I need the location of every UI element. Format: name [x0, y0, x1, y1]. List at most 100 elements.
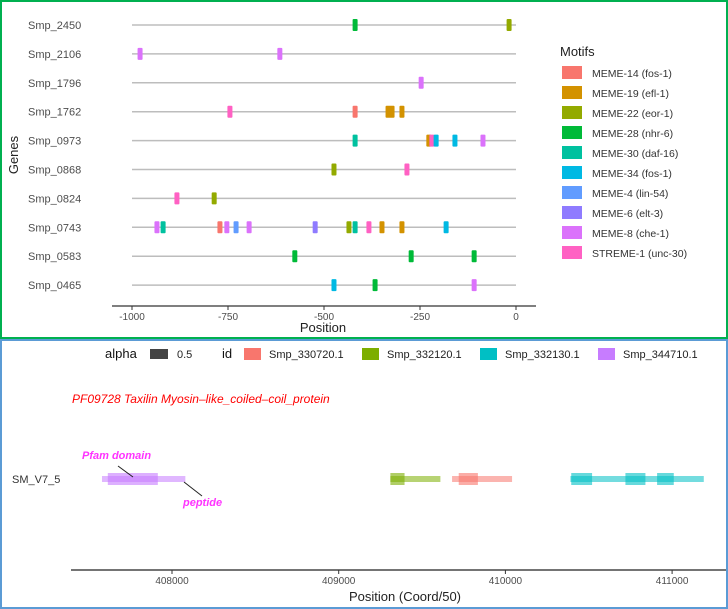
gene-label: Smp_0868 — [28, 165, 81, 177]
legend-swatch — [562, 126, 582, 139]
legend-title: Motifs — [560, 44, 595, 59]
motif-mark — [346, 221, 352, 234]
gene-label: Smp_0583 — [28, 251, 81, 263]
motif-mark — [372, 279, 378, 292]
gene-label: Smp_1762 — [28, 107, 81, 119]
y-axis-title: Genes — [6, 135, 21, 174]
gene-label: Smp_0743 — [28, 222, 81, 234]
x-axis-title: Position (Coord/50) — [349, 589, 461, 604]
track-label: SM_V7_5 — [12, 474, 60, 486]
motif-mark — [160, 221, 166, 234]
x-tick-label: -750 — [218, 312, 238, 323]
alpha-legend-swatch — [150, 349, 168, 359]
pfam-domain-label: Pfam domain — [82, 450, 151, 462]
id-legend-label: Smp_330720.1 — [269, 349, 344, 361]
motif-mark — [352, 105, 358, 118]
motif-mark — [224, 221, 230, 234]
motif-mark — [174, 192, 180, 205]
legend-swatch — [562, 226, 582, 239]
gene-span — [452, 476, 513, 482]
pfam-domain — [625, 473, 646, 485]
legend-label: MEME-6 (elt-3) — [592, 208, 663, 220]
bottom-panel-border — [0, 339, 728, 609]
legend-swatch — [562, 246, 582, 259]
motif-mark — [233, 221, 239, 234]
legend-swatch — [562, 106, 582, 119]
chart-title: PF09728 Taxilin Myosin–like_coiled–coil_… — [72, 392, 330, 406]
gene-label: Smp_0824 — [28, 193, 81, 205]
id-legend-swatch — [598, 348, 615, 360]
pfam-domain — [390, 473, 405, 485]
motif-mark — [312, 221, 318, 234]
x-tick-label: 409000 — [322, 576, 356, 587]
motif-mark — [433, 134, 439, 147]
motif-mark — [217, 221, 223, 234]
motif-mark — [331, 279, 337, 292]
id-legend-label: Smp_344710.1 — [623, 349, 698, 361]
legend-swatch — [562, 66, 582, 79]
motif-mark — [418, 76, 424, 89]
motif-mark — [443, 221, 449, 234]
pfam-domain — [571, 473, 593, 485]
legend-swatch — [562, 166, 582, 179]
x-tick-label: 411000 — [656, 576, 689, 587]
legend-label: MEME-8 (che-1) — [592, 228, 669, 240]
legend-label: MEME-14 (fos-1) — [592, 68, 672, 80]
pfam-domain — [107, 473, 158, 485]
motif-mark — [292, 250, 298, 263]
gene-label: Smp_2106 — [28, 49, 81, 61]
legend-swatch — [562, 206, 582, 219]
motif-mark — [429, 134, 435, 147]
legend-label: STREME-1 (unc-30) — [592, 248, 687, 260]
motif-mark — [385, 105, 395, 118]
annotation-leader — [183, 481, 203, 497]
legend-label: MEME-28 (nhr-6) — [592, 128, 673, 140]
x-axis-title: Position — [300, 320, 346, 335]
id-legend-swatch — [362, 348, 379, 360]
legend-swatch — [562, 186, 582, 199]
legend-label: MEME-19 (efl-1) — [592, 88, 669, 100]
gene-span — [390, 476, 441, 482]
x-tick-label: -250 — [410, 312, 430, 323]
peptide-label: peptide — [182, 497, 222, 509]
motif-mark — [227, 105, 233, 118]
legend-label: MEME-22 (eor-1) — [592, 108, 673, 120]
motif-mark — [399, 105, 405, 118]
id-legend-swatch — [244, 348, 261, 360]
id-legend-swatch — [480, 348, 497, 360]
motif-mark — [404, 163, 410, 176]
id-legend-title: id — [222, 346, 232, 361]
legend-swatch — [562, 146, 582, 159]
motif-mark — [331, 163, 337, 176]
motif-mark — [366, 221, 372, 234]
x-tick-label: 410000 — [489, 576, 523, 587]
alpha-legend-title: alpha — [105, 346, 138, 361]
gene-label: Smp_2450 — [28, 20, 81, 32]
motif-mark — [471, 250, 477, 263]
x-tick-label: -500 — [314, 312, 334, 323]
id-legend-label: Smp_332120.1 — [387, 349, 462, 361]
top-panel-border — [0, 0, 728, 339]
motif-mark — [352, 19, 358, 31]
motif-mark — [137, 47, 143, 60]
motif-mark — [471, 279, 477, 292]
legend-swatch — [562, 86, 582, 99]
alpha-legend-value: 0.5 — [177, 349, 192, 361]
gene-label: Smp_1796 — [28, 78, 81, 90]
pfam-domain — [458, 473, 478, 485]
motif-mark — [506, 19, 512, 31]
legend-label: MEME-4 (lin-54) — [592, 188, 668, 200]
legend-label: MEME-34 (fos-1) — [592, 168, 672, 180]
motif-mark — [480, 134, 486, 147]
id-legend-label: Smp_332130.1 — [505, 349, 580, 361]
annotation-leader — [117, 465, 134, 478]
motif-mark — [154, 221, 160, 234]
motif-mark — [408, 250, 414, 263]
motif-mark — [211, 192, 217, 205]
x-tick-label: 408000 — [155, 576, 189, 587]
legend-label: MEME-30 (daf-16) — [592, 148, 678, 160]
motif-mark — [399, 221, 405, 234]
motif-mark — [379, 221, 385, 234]
